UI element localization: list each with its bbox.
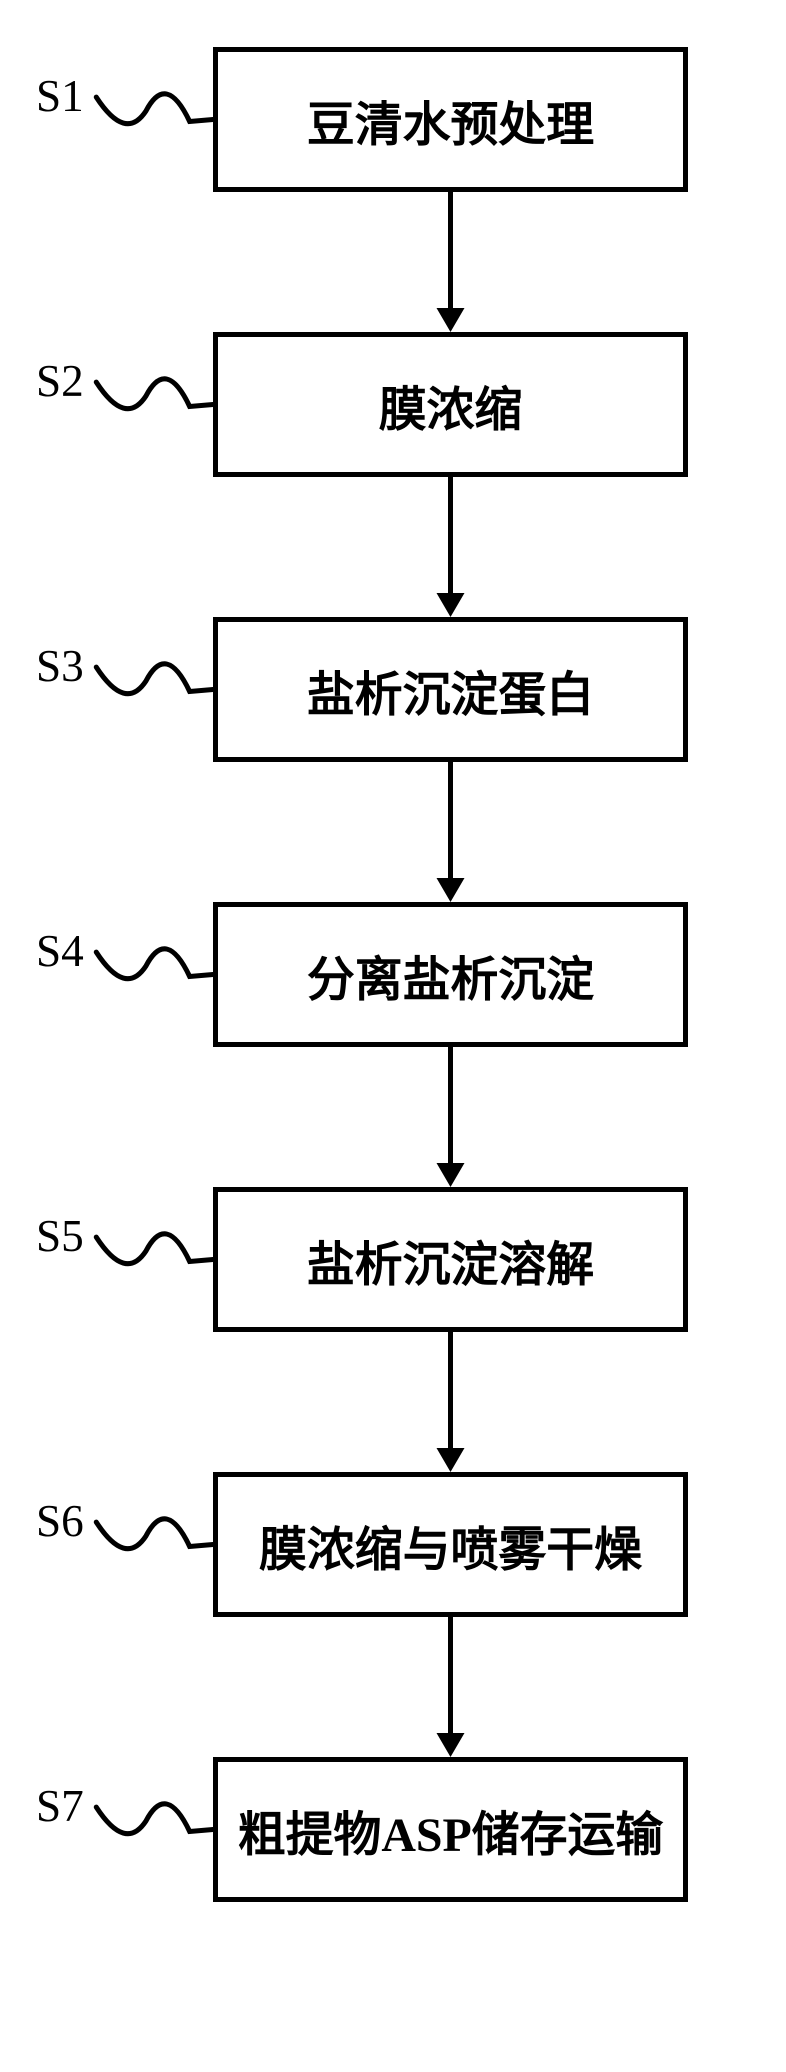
flowchart-stage: 豆清水预处理膜浓缩盐析沉淀蛋白分离盐析沉淀盐析沉淀溶解膜浓缩与喷雾干燥粗提物AS…	[0, 0, 786, 2072]
flow-arrow	[0, 0, 786, 2072]
